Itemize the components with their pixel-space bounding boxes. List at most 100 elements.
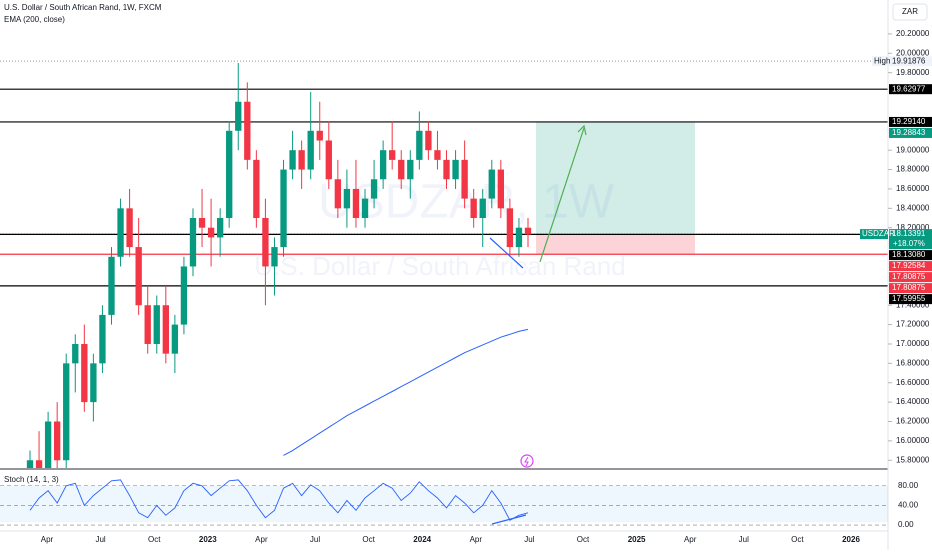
stoch-tick-label: 40.00 [898, 501, 919, 510]
candle-body [235, 101, 242, 131]
candle-body [144, 305, 151, 344]
high-tag: High [874, 56, 890, 65]
price-tick-label: 19.80000 [896, 68, 930, 77]
price-tick-label: 16.20000 [896, 417, 930, 426]
level-label: 18.13080 [892, 250, 926, 259]
price-label-bg [889, 272, 932, 283]
high-label-bg [889, 56, 932, 67]
stoch-tick-label: 0.00 [898, 520, 914, 529]
level-label-bg [889, 261, 932, 272]
candle-body [370, 179, 378, 199]
candle-body [90, 363, 97, 403]
time-tick-label: Jul [739, 535, 749, 544]
level-label-bg [889, 250, 932, 261]
price-tick-label: 19.00000 [896, 145, 930, 154]
candle-body [425, 130, 432, 151]
time-tick-label: Oct [362, 535, 375, 544]
candle-body [389, 150, 396, 160]
event-bolt [524, 456, 529, 467]
watermark-name: U.S. Dollar / South African Rand [254, 251, 625, 281]
price-tick-label: 20.00000 [896, 48, 930, 57]
price-tick-label: 16.60000 [896, 378, 930, 387]
price-tick-label: 17.00000 [896, 339, 930, 348]
candle-body [207, 227, 215, 238]
candle-body [189, 218, 197, 267]
candle-body [443, 159, 450, 180]
candle-body [262, 218, 269, 267]
stoch-tick-label: 80.00 [898, 481, 919, 490]
time-tick-label: Jul [310, 535, 320, 544]
event-icon[interactable] [520, 454, 534, 468]
candle-body [506, 208, 514, 248]
level-label-bg [889, 84, 932, 95]
candle-body [81, 343, 88, 403]
last-tag-bg [860, 229, 888, 240]
candle-body [171, 324, 179, 354]
price-pane: USDZAR, 1W U.S. Dollar / South African R… [0, 60, 888, 468]
candle-body [470, 198, 477, 219]
time-tick-label: Apr [684, 535, 697, 544]
candle-body [334, 179, 342, 209]
price-label: 19.28843 [892, 128, 926, 137]
time-tick-label: Oct [791, 535, 804, 544]
last-label-bg [889, 229, 932, 250]
candle-body [99, 314, 106, 364]
currency-button[interactable] [892, 3, 928, 21]
last-label: 18.13391 [892, 229, 926, 238]
candle-body [379, 150, 387, 180]
candle-body [452, 159, 459, 180]
candle-body [117, 208, 124, 257]
candle-body [515, 227, 523, 248]
time-tick-label: Jul [95, 535, 105, 544]
price-tick-label: 20.20000 [896, 29, 930, 38]
level-label: 17.92584 [892, 261, 926, 270]
candle-body [216, 218, 224, 238]
candle-body [53, 421, 61, 461]
currency-label[interactable]: ZAR [902, 7, 918, 16]
candle-body [135, 247, 142, 306]
price-tick-label: 18.40000 [896, 203, 930, 212]
time-tick-label: Apr [255, 535, 268, 544]
candle-body [72, 343, 79, 364]
price-tick-label: 16.00000 [896, 436, 930, 445]
candle-body [180, 266, 188, 325]
price-label: 17.80875 [892, 283, 926, 292]
level-label: 17.59955 [892, 294, 926, 303]
level-label: 19.62977 [892, 84, 926, 93]
price-tick-label: 17.20000 [896, 320, 930, 329]
candle-body [461, 159, 468, 199]
stoch-band [0, 485, 888, 523]
ema-line [283, 328, 529, 456]
candle-body [524, 227, 532, 235]
candle-body [44, 421, 52, 468]
candle-body [307, 130, 314, 170]
time-tick-label: 2026 [842, 535, 860, 544]
candle-body [26, 460, 34, 468]
price-tick-label: 18.20000 [896, 223, 930, 232]
candle-body [497, 169, 505, 209]
time-tick-label: Oct [148, 535, 161, 544]
price-tick-label: 15.80000 [896, 455, 930, 464]
candle-body [226, 130, 233, 219]
candle-body [35, 460, 43, 468]
stoch-k [29, 479, 529, 521]
last-change: +18.07% [893, 239, 925, 248]
arrow-head [577, 124, 587, 136]
price-tick-label: 18.80000 [896, 165, 930, 174]
candle-body [289, 150, 296, 170]
candle-body [126, 208, 133, 248]
candle-body [352, 188, 360, 219]
price-label-bg [889, 283, 932, 294]
trend-arrow [539, 127, 585, 263]
stop-zone [536, 234, 695, 255]
last-tag: USDZAR [862, 229, 895, 238]
candle-body [153, 305, 160, 344]
candle-body [407, 159, 414, 180]
price-tick-label: 16.40000 [896, 397, 930, 406]
time-tick-label: Oct [577, 535, 590, 544]
time-tick-label: 2024 [413, 535, 431, 544]
candle-body [198, 218, 206, 228]
price-tick-label: 18.60000 [896, 184, 930, 193]
